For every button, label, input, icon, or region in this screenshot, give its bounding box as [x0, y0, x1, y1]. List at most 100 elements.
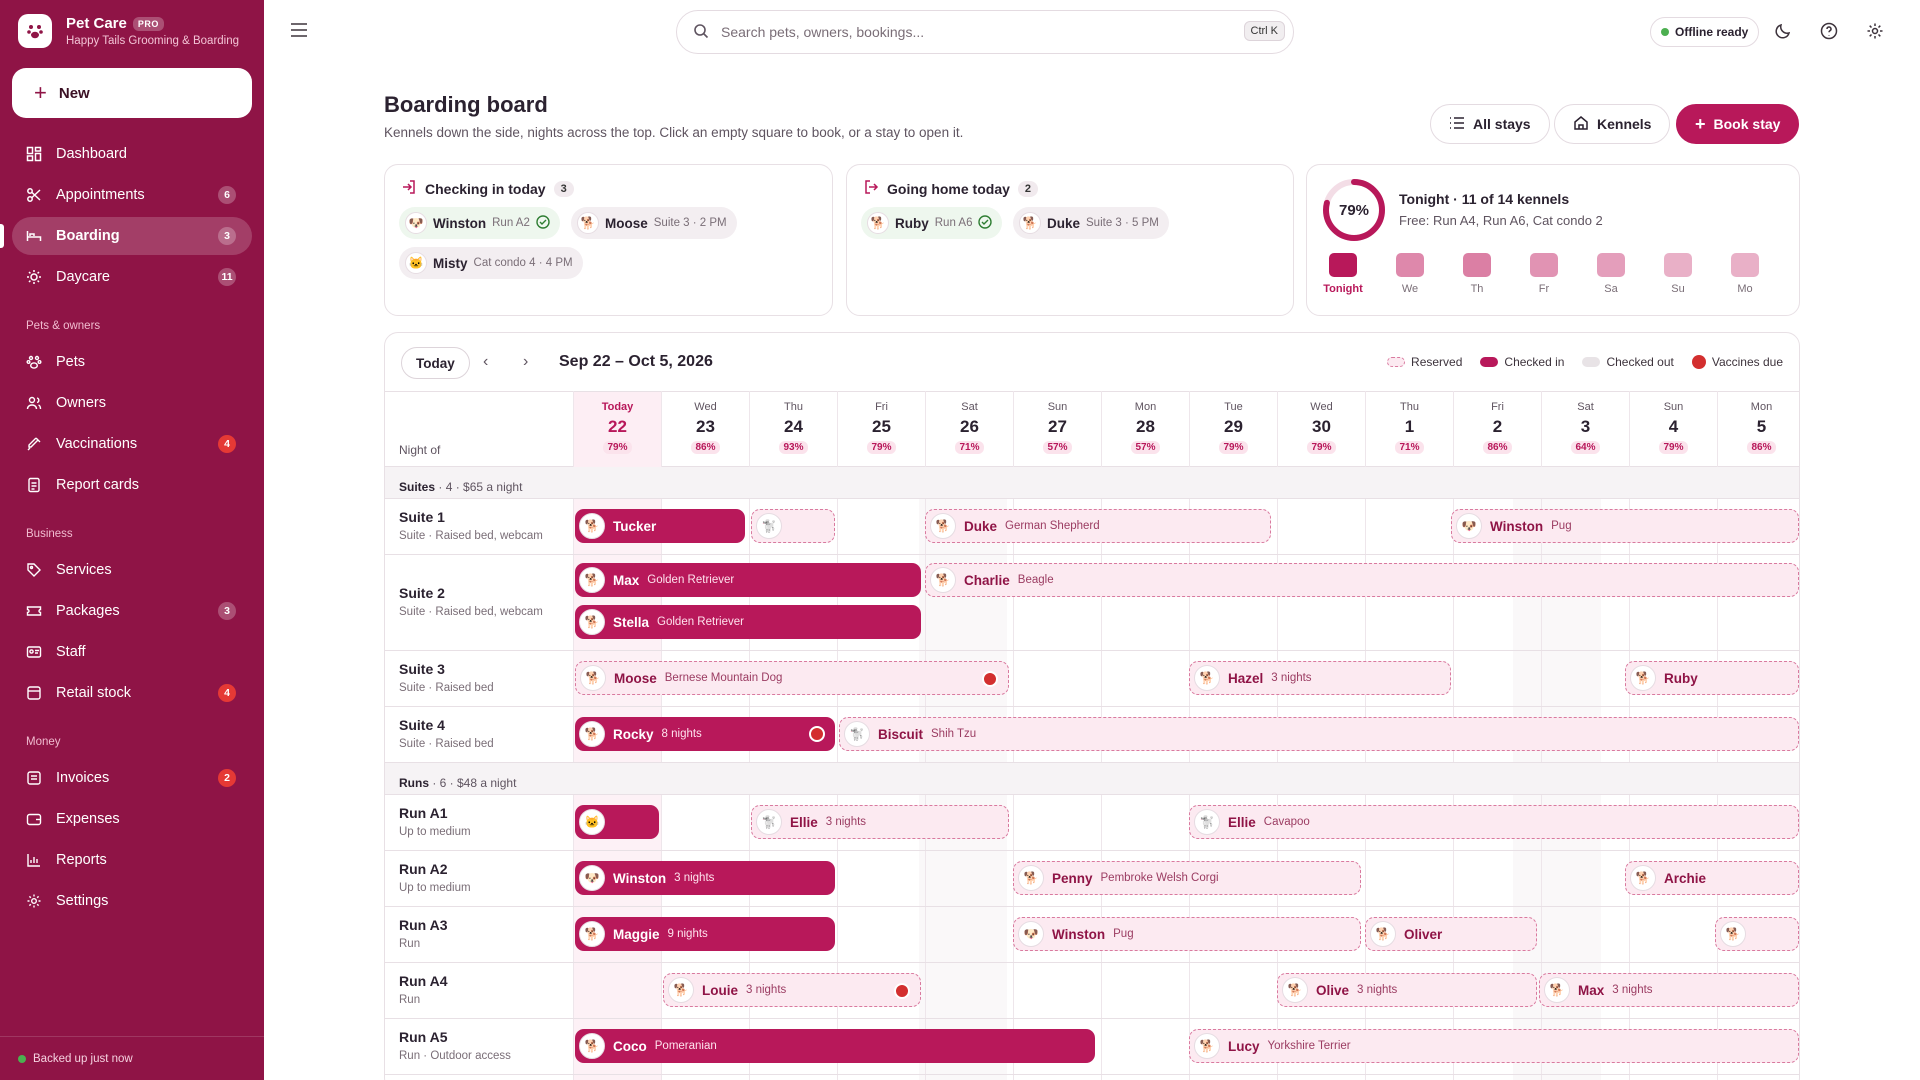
stay-bar[interactable]: 🐕 Hazel 3 nights [1189, 661, 1451, 695]
dog-avatar: 🐕 [1720, 921, 1746, 947]
sidebar-item-appointments[interactable]: Appointments 6 [12, 176, 252, 214]
search-input[interactable]: Search pets, owners, bookings... Ctrl K [676, 10, 1294, 54]
kennel-name[interactable]: Suite 3 [399, 661, 445, 677]
all-stays-label: All stays [1473, 116, 1531, 132]
stay-bar[interactable]: 🐩 [751, 509, 835, 543]
pet-name: Ellie [1228, 814, 1256, 830]
sidebar-item-packages[interactable]: Packages 3 [12, 592, 252, 630]
stay-bar[interactable]: 🐩 Biscuit Shih Tzu [839, 717, 1799, 751]
stay-bar[interactable]: 🐕 Olive 3 nights [1277, 973, 1537, 1007]
stay-bar[interactable]: 🐕 Maggie 9 nights [575, 917, 835, 951]
checkout-chip[interactable]: 🐕 Ruby Run A6 [861, 207, 1003, 239]
checkin-chip[interactable]: 🐶 Winston Run A2 [399, 207, 560, 239]
stay-bar[interactable]: 🐩 Ellie Cavapoo [1189, 805, 1799, 839]
sidebar-item-owners[interactable]: Owners [12, 384, 252, 422]
stay-bar[interactable]: 🐕 Penny Pembroke Welsh Corgi [1013, 861, 1361, 895]
settings-gear-icon[interactable] [1866, 22, 1886, 42]
plus-icon: + [34, 80, 47, 105]
stay-bar[interactable]: 🐕 Duke German Shepherd [925, 509, 1271, 543]
stay-bar[interactable]: 🐩 Ellie 3 nights [751, 805, 1009, 839]
legend-checked-in: Checked in [1480, 355, 1564, 369]
nights: 3 nights [1271, 672, 1312, 684]
stay-bar[interactable]: 🐶 Winston Pug [1451, 509, 1799, 543]
stay-bar[interactable]: 🐕 Archie [1625, 861, 1799, 895]
all-stays-button[interactable]: All stays [1430, 104, 1550, 144]
new-button[interactable]: + New [12, 68, 252, 118]
today-button[interactable]: Today [401, 347, 470, 379]
stay-bar[interactable]: 🐕 Tucker [575, 509, 745, 543]
pug-avatar: 🐶 [405, 212, 427, 234]
sidebar-item-dashboard[interactable]: Dashboard [12, 135, 252, 173]
stay-bar[interactable]: 🐕 Max Golden Retriever [575, 563, 921, 597]
sidebar-item-daycare[interactable]: Daycare 11 [12, 258, 252, 296]
stay-bar[interactable]: 🐕 Charlie Beagle [925, 563, 1799, 597]
stay-bar[interactable]: 🐕 Ruby [1625, 661, 1799, 695]
sidebar-item-pets[interactable]: Pets [12, 343, 252, 381]
checkout-chip[interactable]: 🐕 Duke Suite 3 · 5 PM [1013, 207, 1169, 239]
kennel-name[interactable]: Suite 1 [399, 509, 445, 525]
brand[interactable]: Pet Care PRO Happy Tails Grooming & Board… [18, 14, 239, 48]
checked-in-swatch [1480, 357, 1499, 367]
stay-bar[interactable]: 🐕 Coco Pomeranian [575, 1029, 1095, 1063]
stay-bar[interactable]: 🐕 Moose Bernese Mountain Dog [575, 661, 1009, 695]
forecast-day[interactable]: Mo [1725, 253, 1765, 295]
book-stay-button[interactable]: + Book stay [1676, 104, 1800, 144]
stay-bar[interactable]: 🐕 Lucy Yorkshire Terrier [1189, 1029, 1799, 1063]
forecast-day[interactable]: Su [1658, 253, 1698, 295]
forecast-day[interactable]: Th [1457, 253, 1497, 295]
german-shepherd-avatar: 🐕 [930, 513, 956, 539]
vaccine-dot-icon [1691, 355, 1706, 369]
pet-name: Moose [605, 215, 648, 231]
sidebar-item-label: Vaccinations [56, 436, 138, 452]
forecast-day[interactable]: Tonight [1323, 253, 1363, 295]
stay-bar[interactable]: 🐕 Max 3 nights [1539, 973, 1799, 1007]
moon-icon[interactable] [1774, 22, 1794, 42]
kennel-name[interactable]: Suite 4 [399, 717, 445, 733]
sidebar-item-label: Services [56, 562, 112, 578]
hamburger-menu-icon[interactable] [290, 22, 310, 40]
kennel-name[interactable]: Run A1 [399, 805, 448, 821]
stay-bar[interactable]: 🐕 Rocky 8 nights [575, 717, 835, 751]
kennel-name[interactable]: Suite 2 [399, 585, 445, 601]
sidebar-item-report-cards[interactable]: Report cards [12, 466, 252, 504]
stay-bar[interactable]: 🐱 [575, 805, 659, 839]
stay-bar[interactable]: 🐶 Winston 3 nights [575, 861, 835, 895]
stay-bar[interactable]: 🐕 [1715, 917, 1799, 951]
stay-bar[interactable]: 🐕 Louie 3 nights [663, 973, 921, 1007]
alert-badge: 4 [218, 435, 236, 453]
occupancy-card: 79% Tonight · 11 of 14 kennels Free: Run… [1306, 164, 1800, 316]
stay-bar[interactable]: 🐕 Oliver [1365, 917, 1537, 951]
alert-badge: 4 [218, 684, 236, 702]
kennel-name[interactable]: Run A4 [399, 973, 448, 989]
chip-meta: Run A6 [934, 217, 973, 229]
kennel-name[interactable]: Run A5 [399, 1029, 448, 1045]
offline-status[interactable]: Offline ready [1650, 17, 1760, 47]
sidebar-item-settings[interactable]: Settings [12, 882, 252, 920]
sidebar-item-expenses[interactable]: Expenses [12, 800, 252, 838]
sidebar-item-boarding[interactable]: Boarding 3 [12, 217, 252, 255]
sidebar-item-reports[interactable]: Reports [12, 841, 252, 879]
stay-bar[interactable]: 🐶 Winston Pug [1013, 917, 1361, 951]
chevron-right-icon[interactable]: › [523, 353, 529, 370]
vaccine-due-icon [982, 671, 998, 687]
help-icon[interactable] [1820, 22, 1840, 42]
pet-name: Coco [613, 1038, 647, 1054]
forecast-day[interactable]: We [1390, 253, 1430, 295]
grid-line [837, 391, 838, 1080]
sidebar-item-retail-stock[interactable]: Retail stock 4 [12, 674, 252, 712]
sidebar-item-services[interactable]: Services [12, 551, 252, 589]
breed: Pug [1551, 520, 1572, 532]
kennels-button[interactable]: Kennels [1554, 104, 1671, 144]
sidebar-item-label: Staff [56, 644, 86, 660]
forecast-day[interactable]: Fr [1524, 253, 1564, 295]
checkin-chip[interactable]: 🐕 Moose Suite 3 · 2 PM [571, 207, 737, 239]
sidebar-item-invoices[interactable]: Invoices 2 [12, 759, 252, 797]
chevron-left-icon[interactable]: ‹ [483, 353, 489, 370]
sidebar-item-staff[interactable]: Staff [12, 633, 252, 671]
kennel-name[interactable]: Run A3 [399, 917, 448, 933]
forecast-day[interactable]: Sa [1591, 253, 1631, 295]
sidebar-item-vaccinations[interactable]: Vaccinations 4 [12, 425, 252, 463]
kennel-name[interactable]: Run A2 [399, 861, 448, 877]
stay-bar[interactable]: 🐕 Stella Golden Retriever [575, 605, 921, 639]
checkin-chip[interactable]: 🐱 Misty Cat condo 4 · 4 PM [399, 247, 583, 279]
